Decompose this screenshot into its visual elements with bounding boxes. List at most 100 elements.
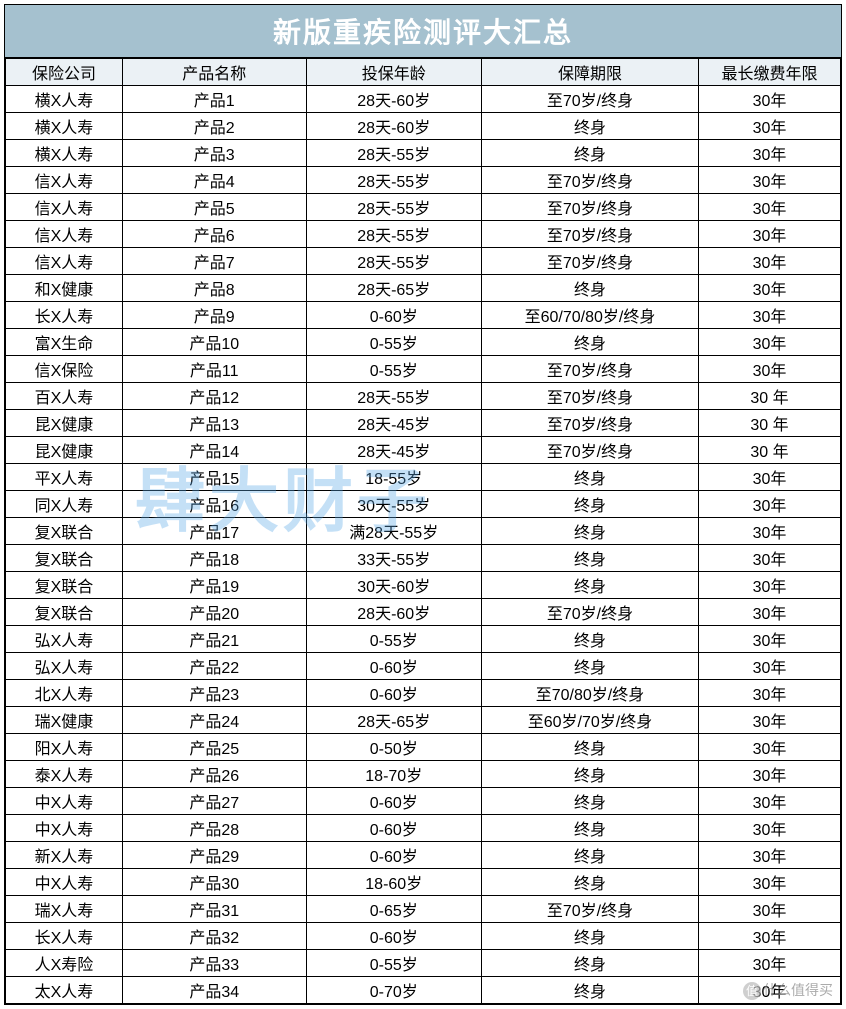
table-row: 复X联合产品1833天-55岁终身30年 xyxy=(6,545,841,572)
table-cell: 产品1 xyxy=(122,86,306,113)
table-cell: 28天-55岁 xyxy=(306,383,481,410)
table-cell: 终身 xyxy=(481,788,698,815)
table-cell: 横X人寿 xyxy=(6,140,123,167)
table-row: 中X人寿产品280-60岁终身30年 xyxy=(6,815,841,842)
table-cell: 30年 xyxy=(699,491,841,518)
table-cell: 北X人寿 xyxy=(6,680,123,707)
col-header-company: 保险公司 xyxy=(6,59,123,86)
table-cell: 产品8 xyxy=(122,275,306,302)
table-cell: 至60/70/80岁/终身 xyxy=(481,302,698,329)
table-cell: 阳X人寿 xyxy=(6,734,123,761)
table-cell: 至70岁/终身 xyxy=(481,437,698,464)
table-cell: 0-60岁 xyxy=(306,302,481,329)
table-cell: 终身 xyxy=(481,734,698,761)
table-cell: 33天-55岁 xyxy=(306,545,481,572)
table-body: 横X人寿产品128天-60岁至70岁/终身30年横X人寿产品228天-60岁终身… xyxy=(6,86,841,1004)
table-cell: 30年 xyxy=(699,167,841,194)
table-cell: 30年 xyxy=(699,869,841,896)
table-cell: 产品34 xyxy=(122,977,306,1004)
table-cell: 至70岁/终身 xyxy=(481,86,698,113)
table-cell: 终身 xyxy=(481,923,698,950)
table-cell: 30 年 xyxy=(699,437,841,464)
table-row: 瑞X健康产品2428天-65岁至60岁/70岁/终身30年 xyxy=(6,707,841,734)
table-cell: 产品2 xyxy=(122,113,306,140)
table-cell: 产品33 xyxy=(122,950,306,977)
table-cell: 终身 xyxy=(481,761,698,788)
table-cell: 人X寿险 xyxy=(6,950,123,977)
table-row: 长X人寿产品90-60岁至60/70/80岁/终身30年 xyxy=(6,302,841,329)
table-cell: 长X人寿 xyxy=(6,302,123,329)
table-row: 太X人寿产品340-70岁终身30年 xyxy=(6,977,841,1004)
table-header-row: 保险公司 产品名称 投保年龄 保障期限 最长缴费年限 xyxy=(6,59,841,86)
table-cell: 泰X人寿 xyxy=(6,761,123,788)
table-cell: 终身 xyxy=(481,869,698,896)
table-cell: 终身 xyxy=(481,491,698,518)
table-cell: 30年 xyxy=(699,194,841,221)
table-row: 新X人寿产品290-60岁终身30年 xyxy=(6,842,841,869)
table-wrapper: 新版重疾险测评大汇总 保险公司 产品名称 投保年龄 保障期限 最长缴费年限 横X… xyxy=(4,4,842,1005)
table-cell: 至70岁/终身 xyxy=(481,221,698,248)
table-cell: 30年 xyxy=(699,761,841,788)
table-cell: 28天-55岁 xyxy=(306,167,481,194)
table-cell: 产品29 xyxy=(122,842,306,869)
table-cell: 中X人寿 xyxy=(6,815,123,842)
col-header-age: 投保年龄 xyxy=(306,59,481,86)
table-cell: 复X联合 xyxy=(6,599,123,626)
table-cell: 30年 xyxy=(699,140,841,167)
table-cell: 昆X健康 xyxy=(6,410,123,437)
table-cell: 长X人寿 xyxy=(6,923,123,950)
table-cell: 30 年 xyxy=(699,383,841,410)
table-cell: 0-55岁 xyxy=(306,950,481,977)
table-cell: 30年 xyxy=(699,275,841,302)
table-cell: 产品17 xyxy=(122,518,306,545)
table-cell: 产品13 xyxy=(122,410,306,437)
table-cell: 30年 xyxy=(699,518,841,545)
table-cell: 30年 xyxy=(699,356,841,383)
table-row: 弘X人寿产品220-60岁终身30年 xyxy=(6,653,841,680)
table-cell: 18-60岁 xyxy=(306,869,481,896)
table-cell: 30年 xyxy=(699,572,841,599)
table-row: 复X联合产品17满28天-55岁终身30年 xyxy=(6,518,841,545)
table-cell: 28天-60岁 xyxy=(306,113,481,140)
col-header-term: 保障期限 xyxy=(481,59,698,86)
table-cell: 至70岁/终身 xyxy=(481,248,698,275)
table-cell: 终身 xyxy=(481,545,698,572)
table-row: 人X寿险产品330-55岁终身30年 xyxy=(6,950,841,977)
table-row: 北X人寿产品230-60岁至70/80岁/终身30年 xyxy=(6,680,841,707)
table-cell: 至70岁/终身 xyxy=(481,599,698,626)
col-header-product: 产品名称 xyxy=(122,59,306,86)
table-cell: 产品15 xyxy=(122,464,306,491)
table-cell: 瑞X人寿 xyxy=(6,896,123,923)
col-header-payment: 最长缴费年限 xyxy=(699,59,841,86)
table-cell: 0-60岁 xyxy=(306,653,481,680)
table-cell: 产品6 xyxy=(122,221,306,248)
table-cell: 产品21 xyxy=(122,626,306,653)
table-cell: 复X联合 xyxy=(6,572,123,599)
table-cell: 至70岁/终身 xyxy=(481,194,698,221)
table-cell: 0-65岁 xyxy=(306,896,481,923)
table-cell: 0-55岁 xyxy=(306,329,481,356)
table-cell: 28天-55岁 xyxy=(306,194,481,221)
table-cell: 28天-55岁 xyxy=(306,140,481,167)
table-row: 信X人寿产品728天-55岁至70岁/终身30年 xyxy=(6,248,841,275)
table-row: 长X人寿产品320-60岁终身30年 xyxy=(6,923,841,950)
table-cell: 产品5 xyxy=(122,194,306,221)
table-cell: 信X人寿 xyxy=(6,221,123,248)
table-cell: 产品4 xyxy=(122,167,306,194)
table-cell: 产品30 xyxy=(122,869,306,896)
table-cell: 产品22 xyxy=(122,653,306,680)
table-row: 复X联合产品1930天-60岁终身30年 xyxy=(6,572,841,599)
table-cell: 至60岁/70岁/终身 xyxy=(481,707,698,734)
table-cell: 产品10 xyxy=(122,329,306,356)
table-cell: 信X保险 xyxy=(6,356,123,383)
table-cell: 30年 xyxy=(699,626,841,653)
table-cell: 终身 xyxy=(481,140,698,167)
table-cell: 太X人寿 xyxy=(6,977,123,1004)
table-cell: 中X人寿 xyxy=(6,869,123,896)
table-cell: 百X人寿 xyxy=(6,383,123,410)
table-cell: 终身 xyxy=(481,653,698,680)
table-row: 和X健康产品828天-65岁终身30年 xyxy=(6,275,841,302)
table-cell: 30天-60岁 xyxy=(306,572,481,599)
table-cell: 终身 xyxy=(481,464,698,491)
table-cell: 0-55岁 xyxy=(306,356,481,383)
